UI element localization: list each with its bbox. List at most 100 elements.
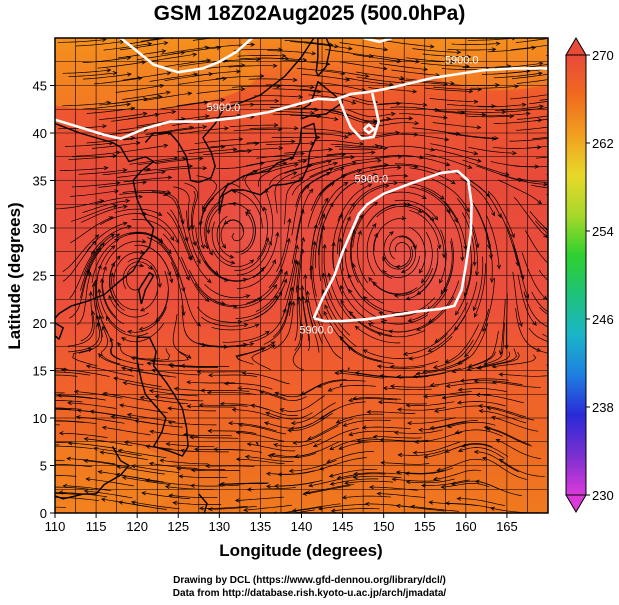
streamline-arrow <box>139 395 145 401</box>
streamline <box>381 462 430 465</box>
streamline <box>197 306 242 323</box>
streamline <box>97 61 146 69</box>
streamline <box>464 241 472 297</box>
streamline <box>494 72 543 79</box>
streamline-arrow <box>97 469 103 475</box>
streamline <box>224 383 273 390</box>
streamline <box>430 143 478 155</box>
streamline-arrow <box>312 443 318 448</box>
streamline-arrow <box>408 116 414 121</box>
streamline <box>303 128 352 135</box>
streamline-arrow <box>589 257 593 260</box>
streamline <box>291 209 304 264</box>
streamline-arrow <box>49 408 53 411</box>
streamline-arrow <box>122 221 128 226</box>
streamline-arrow <box>259 161 265 166</box>
streamline <box>235 295 278 320</box>
streamline-arrow <box>202 205 207 211</box>
streamline <box>309 475 357 487</box>
streamline-arrow <box>60 367 66 372</box>
streamline-arrow <box>305 290 310 296</box>
streamline-arrow <box>237 422 243 428</box>
streamline-arrow <box>324 197 329 203</box>
streamline <box>55 392 65 394</box>
streamline-arrow <box>224 126 229 131</box>
streamline-arrow <box>378 311 384 316</box>
streamline <box>352 263 384 304</box>
streamline <box>441 483 490 488</box>
streamline <box>539 307 548 315</box>
streamline-arrow <box>202 165 208 171</box>
streamline <box>228 65 277 68</box>
streamline <box>411 505 460 512</box>
streamline <box>91 142 140 149</box>
streamline <box>144 165 193 172</box>
streamline <box>379 63 428 70</box>
streamline-arrow <box>149 429 155 434</box>
streamline <box>301 167 344 194</box>
streamline-arrow <box>476 365 482 370</box>
streamline-arrow <box>245 294 251 299</box>
streamline <box>117 466 165 475</box>
streamline-arrow <box>328 147 334 152</box>
streamline-arrow <box>146 361 152 366</box>
streamline-arrow <box>472 306 477 312</box>
streamline-arrow <box>161 170 166 175</box>
streamline-arrow <box>259 73 265 79</box>
streamline-arrow <box>231 407 237 412</box>
streamline-arrow <box>287 217 292 223</box>
streamline-arrow <box>351 262 356 268</box>
streamline <box>94 280 109 333</box>
streamline <box>201 390 250 392</box>
streamline-arrow <box>290 421 296 426</box>
streamline <box>94 196 143 205</box>
streamline-arrow <box>543 233 548 239</box>
streamline <box>330 143 379 147</box>
streamline-arrow <box>102 265 107 271</box>
streamline <box>272 287 293 338</box>
streamline <box>108 295 149 318</box>
streamline-arrow <box>83 458 88 464</box>
streamline <box>82 103 131 110</box>
streamline-arrow <box>340 299 345 305</box>
streamline <box>70 205 118 222</box>
streamline <box>300 107 349 116</box>
streamline <box>180 450 229 453</box>
streamline-arrow <box>126 102 132 107</box>
streamline-arrow <box>498 350 504 356</box>
coastline <box>198 493 208 513</box>
streamline <box>229 124 278 128</box>
streamline-arrow <box>491 104 497 109</box>
streamline-arrow <box>396 374 402 379</box>
streamline <box>284 149 333 154</box>
streamline-arrow <box>342 422 348 427</box>
streamline-arrow <box>87 348 93 352</box>
streamline <box>123 132 172 141</box>
streamline <box>494 62 543 69</box>
streamline-arrow <box>138 326 144 331</box>
streamline-arrow <box>102 391 108 396</box>
streamline-arrow <box>536 145 542 150</box>
streamline-arrow <box>518 322 523 328</box>
streamline-arrow <box>397 165 402 170</box>
colorbar-scale <box>565 54 587 496</box>
streamline-arrow <box>454 326 459 331</box>
streamline-arrow <box>190 483 195 488</box>
streamline-arrow <box>137 76 143 81</box>
streamline-arrow <box>117 341 122 347</box>
streamline <box>70 190 119 197</box>
streamline <box>166 443 215 448</box>
streamline <box>329 109 377 122</box>
streamline <box>339 42 388 51</box>
streamline <box>289 114 338 120</box>
streamline <box>513 196 548 238</box>
streamline-arrow <box>417 208 423 213</box>
streamline <box>87 233 120 275</box>
streamline-arrow <box>222 76 228 81</box>
streamline-arrow <box>389 364 395 369</box>
streamline <box>461 212 476 266</box>
streamline <box>205 205 219 256</box>
wind-streamlines <box>49 38 593 513</box>
streamline <box>434 405 483 412</box>
streamline <box>378 401 427 405</box>
